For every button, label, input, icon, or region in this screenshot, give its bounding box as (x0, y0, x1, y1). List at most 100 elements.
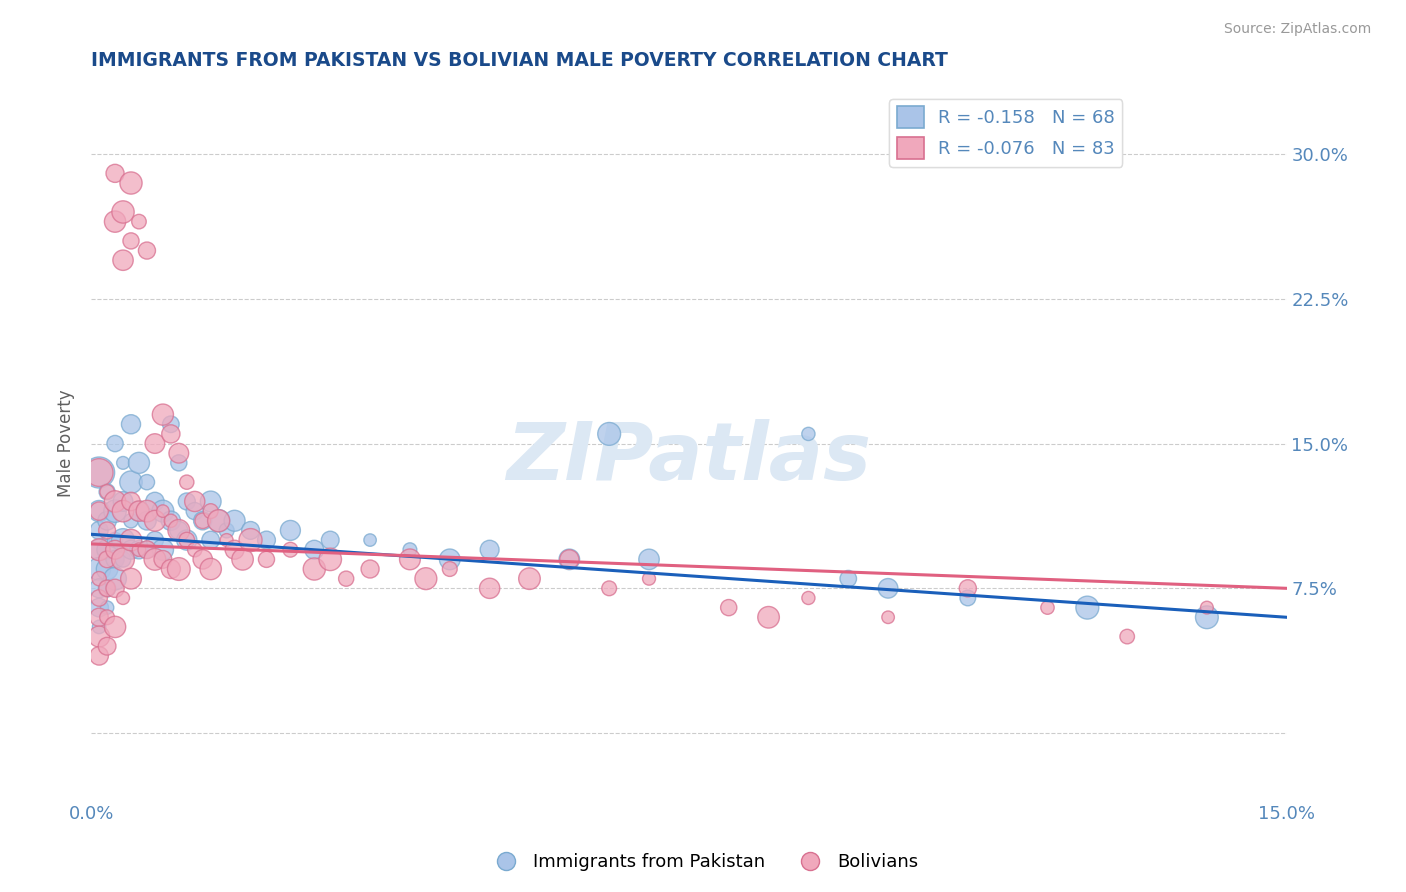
Point (200, 562, 222, 576)
Point (87, 648, 110, 663)
Point (104, 494, 127, 508)
Point (399, 552, 422, 566)
Point (304, 562, 326, 576)
Point (136, 244, 159, 258)
Point (104, 214, 127, 228)
Point (120, 533, 142, 547)
Point (112, 552, 135, 566)
Point (112, 494, 135, 508)
Point (87, 466, 110, 480)
Point (96, 610, 118, 624)
Point (96, 484, 118, 499)
Point (136, 504, 159, 518)
Point (519, 572, 541, 586)
Legend: Immigrants from Pakistan, Bolivians: Immigrants from Pakistan, Bolivians (481, 847, 925, 879)
Point (143, 514, 166, 528)
Point (152, 408, 174, 422)
Point (87, 572, 110, 586)
Point (167, 562, 190, 576)
Point (104, 504, 127, 518)
Legend: R = -0.158   N = 68, R = -0.076   N = 83: R = -0.158 N = 68, R = -0.076 N = 83 (890, 99, 1122, 167)
Point (167, 446, 190, 460)
Point (598, 582, 620, 596)
Point (956, 582, 979, 596)
Point (104, 582, 127, 596)
Point (304, 542, 326, 557)
Point (176, 533, 198, 547)
Point (143, 494, 166, 508)
Point (136, 514, 159, 528)
Point (87, 591, 110, 605)
Point (359, 562, 381, 576)
Point (96, 639, 118, 653)
Point (96, 514, 118, 528)
Point (96, 524, 118, 538)
Point (96, 582, 118, 596)
Point (87, 562, 110, 576)
Point (184, 494, 207, 508)
Point (877, 582, 900, 596)
Point (160, 514, 183, 528)
Point (717, 600, 740, 615)
Point (104, 436, 127, 450)
Point (152, 504, 174, 518)
Text: Source: ZipAtlas.com: Source: ZipAtlas.com (1223, 22, 1371, 37)
Point (104, 542, 127, 557)
Point (152, 542, 174, 557)
Point (200, 494, 222, 508)
Point (224, 514, 246, 528)
Point (112, 591, 135, 605)
Point (956, 591, 979, 605)
Point (104, 533, 127, 547)
Point (232, 552, 254, 566)
Point (112, 504, 135, 518)
Point (96, 552, 118, 566)
Point (143, 436, 166, 450)
Point (87, 466, 110, 480)
Point (120, 514, 142, 528)
Point (128, 542, 150, 557)
Y-axis label: Male Poverty: Male Poverty (58, 390, 75, 498)
Point (128, 456, 150, 470)
Point (215, 533, 238, 547)
Point (120, 475, 142, 490)
Point (215, 524, 238, 538)
Point (87, 630, 110, 644)
Point (143, 552, 166, 566)
Point (160, 514, 183, 528)
Point (87, 600, 110, 615)
Point (256, 552, 278, 566)
Point (87, 524, 110, 538)
Point (208, 514, 231, 528)
Point (191, 552, 214, 566)
Point (112, 253, 135, 268)
Point (638, 572, 661, 586)
Point (112, 552, 135, 566)
Point (87, 610, 110, 624)
Point (167, 524, 190, 538)
Point (208, 514, 231, 528)
Point (87, 504, 110, 518)
Point (112, 205, 135, 219)
Point (136, 475, 159, 490)
Point (96, 600, 118, 615)
Point (87, 542, 110, 557)
Point (184, 504, 207, 518)
Point (136, 542, 159, 557)
Text: IMMIGRANTS FROM PAKISTAN VS BOLIVIAN MALE POVERTY CORRELATION CHART: IMMIGRANTS FROM PAKISTAN VS BOLIVIAN MAL… (91, 51, 948, 70)
Point (120, 542, 142, 557)
Text: ZIPatlas: ZIPatlas (506, 419, 872, 497)
Point (184, 542, 207, 557)
Point (319, 533, 342, 547)
Point (200, 533, 222, 547)
Point (415, 572, 437, 586)
Point (104, 552, 127, 566)
Point (1195, 610, 1218, 624)
Point (399, 542, 422, 557)
Point (104, 166, 127, 180)
Point (191, 514, 214, 528)
Point (224, 542, 246, 557)
Point (176, 494, 198, 508)
Point (120, 234, 142, 248)
Point (152, 504, 174, 518)
